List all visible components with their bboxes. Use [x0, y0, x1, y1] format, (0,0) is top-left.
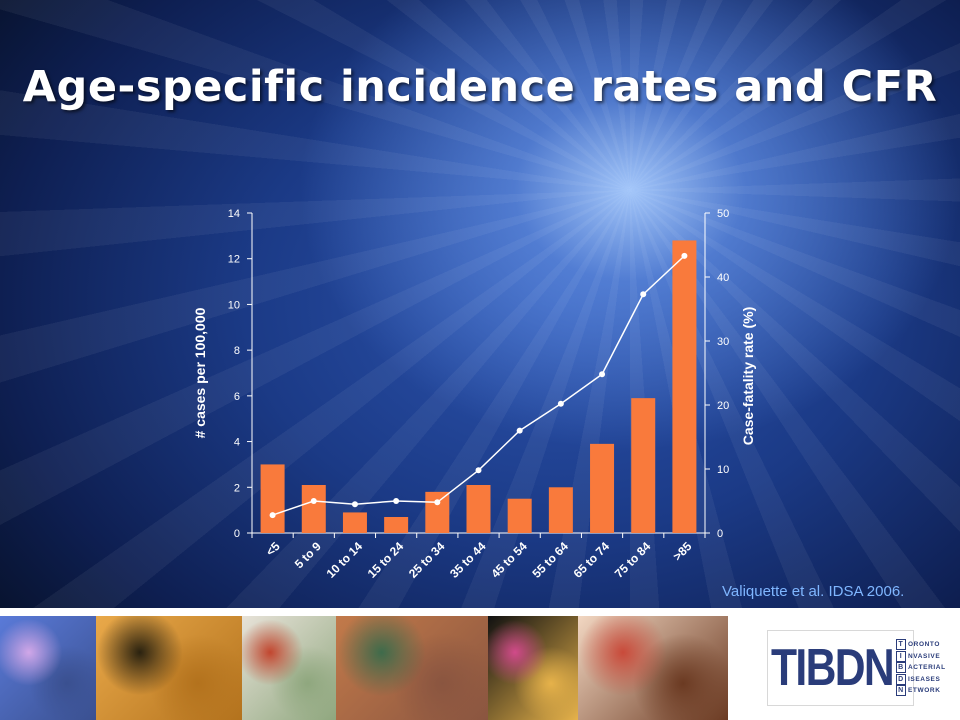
- right-tick-label: 0: [717, 528, 723, 540]
- cfr-point: [269, 512, 276, 519]
- logo-word-rest: ORONTO: [908, 641, 941, 649]
- logo-word-rest: ISEASES: [908, 675, 941, 683]
- bar: [548, 487, 573, 533]
- left-tick-label: 12: [228, 254, 240, 266]
- bar: [301, 485, 326, 533]
- cfr-point: [351, 501, 358, 508]
- cfr-line: [272, 255, 685, 516]
- vaccine-vials-photo: [242, 616, 336, 720]
- slide-title: Age-specific incidence rates and CFR: [22, 62, 938, 112]
- category-label: 65 to 74: [571, 539, 613, 581]
- category-label: 35 to 44: [447, 539, 489, 581]
- bar: [672, 240, 697, 533]
- category-label: 25 to 34: [406, 539, 448, 581]
- logo-word: B ACTERIAL: [896, 662, 945, 674]
- logo-word-rest: ETWORK: [908, 687, 941, 695]
- bar: [631, 398, 656, 533]
- left-tick-label: 2: [234, 482, 240, 494]
- tibdn-logo: TIBDN T ORONTO I NVASIVE B ACTERIAL D ISEASES N E…: [767, 630, 945, 706]
- cfr-point: [434, 499, 441, 506]
- cfr-point: [393, 498, 400, 504]
- bar: [384, 517, 409, 533]
- bar: [425, 491, 450, 533]
- bar: [260, 464, 285, 533]
- microscope-photo: [0, 616, 96, 720]
- logo-words: T ORONTO I NVASIVE B ACTERIAL D ISEASES N ETWORK: [896, 639, 945, 697]
- category-label: 10 to 14: [324, 539, 366, 581]
- bar: [590, 443, 615, 533]
- cfr-point: [310, 498, 317, 504]
- logo-letters: TIBDN: [771, 639, 895, 697]
- right-tick-label: 20: [717, 400, 729, 412]
- right-tick-label: 30: [717, 336, 729, 348]
- logo-word-rest: NVASIVE: [908, 652, 941, 660]
- category-label: 45 to 54: [488, 539, 530, 581]
- category-label: 75 to 84: [612, 539, 654, 581]
- petri-dishes-photo: [578, 616, 728, 720]
- category-label: <5: [263, 539, 283, 559]
- cfr-point: [475, 467, 482, 474]
- left-tick-label: 4: [234, 437, 240, 449]
- category-label: 55 to 64: [529, 539, 571, 581]
- cfr-point: [557, 400, 564, 407]
- cfr-point: [516, 427, 523, 434]
- right-tick-label: 40: [717, 272, 729, 284]
- left-tick-label: 8: [234, 345, 240, 357]
- right-axis-title: Case-fatality rate (%): [740, 307, 756, 446]
- bar: [507, 498, 532, 533]
- stained-tissue-photo: [488, 616, 578, 720]
- cfr-point: [681, 252, 688, 259]
- logo-word-rest: ACTERIAL: [908, 664, 946, 672]
- left-tick-label: 14: [228, 208, 240, 220]
- logo-word: I NVASIVE: [896, 650, 940, 663]
- bacteria-micrograph-photo: [96, 616, 242, 720]
- bar: [342, 512, 367, 533]
- cfr-point: [599, 371, 606, 378]
- logo-word: T ORONTO: [896, 639, 939, 651]
- logo-word-initial: I: [896, 650, 906, 662]
- logo-word-initial: B: [896, 662, 906, 674]
- citation: Valiquette et al. IDSA 2006.: [722, 583, 905, 600]
- category-label: >85: [670, 539, 695, 564]
- logo-word-initial: N: [896, 685, 906, 697]
- logo-word-initial: D: [896, 673, 906, 685]
- emergency-care-photo: [336, 616, 488, 720]
- left-axis-title: # cases per 100,000: [192, 307, 208, 438]
- logo-word: N ETWORK: [896, 685, 940, 697]
- left-tick-label: 0: [234, 528, 240, 540]
- incidence-cfr-chart: 0 2 4 6 8 10 12 14 0 10 20 30 40 50 <5 5 to 9 10 to 14 15…: [192, 208, 756, 581]
- left-tick-label: 6: [234, 391, 240, 403]
- category-label: 15 to 24: [365, 539, 407, 581]
- right-tick-label: 50: [717, 208, 729, 220]
- logo-word: D ISEASES: [896, 673, 940, 686]
- right-tick-label: 10: [717, 464, 729, 476]
- left-tick-label: 10: [228, 299, 240, 311]
- cfr-point: [640, 291, 647, 298]
- category-label: 5 to 9: [292, 539, 324, 571]
- logo-word-initial: T: [896, 639, 906, 651]
- bar: [466, 485, 491, 533]
